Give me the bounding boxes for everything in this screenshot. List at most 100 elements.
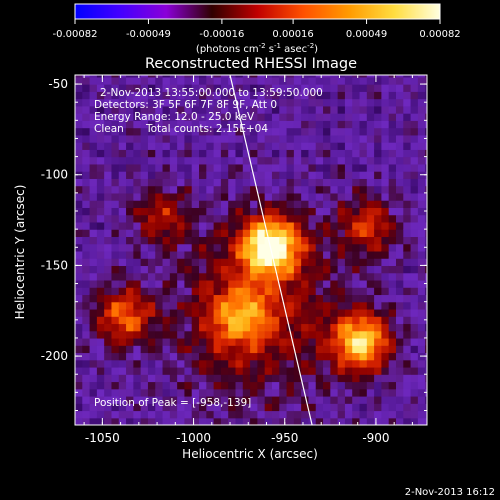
heatmap-cell [293,98,302,107]
heatmap-cell [162,156,171,165]
heatmap-cell [220,410,229,419]
heatmap-cell [220,98,229,107]
heatmap-cell [308,403,317,412]
heatmap-cell [271,149,280,158]
heatmap-cell [344,243,353,252]
heatmap-cell [279,142,288,150]
heatmap-cell [323,178,331,187]
heatmap-cell [286,301,295,310]
heatmap-cell [286,403,295,412]
heatmap-cell [301,207,310,216]
heatmap-cell [206,76,215,85]
heatmap-cell [410,381,419,390]
heatmap-cell [213,417,222,425]
heatmap-cell [286,156,295,165]
heatmap-cell [104,120,113,129]
heatmap-cell [169,258,178,267]
heatmap-cell [82,366,91,375]
heatmap-cell [271,75,280,78]
heatmap-cell [155,410,164,419]
heatmap-cell [366,410,375,419]
heatmap-cell [359,272,368,281]
heatmap-cell [199,105,207,114]
heatmap-cell [381,163,390,172]
heatmap-cell [126,388,134,397]
heatmap-cell [235,127,244,136]
heatmap-cell [220,229,229,237]
heatmap-cell [89,178,98,187]
heatmap-cell [104,272,113,281]
heatmap-cell [381,308,390,317]
heatmap-cell [395,323,404,332]
heatmap-cell [352,91,361,100]
heatmap-cell [220,113,229,121]
heatmap-cell [388,142,397,150]
heatmap-cell [381,337,390,346]
heatmap-cell [308,345,317,354]
heatmap-cell [126,214,134,223]
heatmap-cell [264,142,273,150]
heatmap-cell [140,156,149,165]
heatmap-cell [330,258,339,267]
heatmap-cell [286,98,295,107]
heatmap-cell [126,113,134,121]
heatmap-cell [147,258,156,267]
heatmap-cell [118,236,127,245]
heatmap-cell [82,287,91,296]
heatmap-cell [75,200,83,208]
heatmap-cell [155,258,164,267]
heatmap-cell [82,395,91,404]
heatmap-cell [242,403,251,412]
heatmap-cell [286,359,295,368]
heatmap-cell [206,134,215,143]
heatmap-cell [199,236,207,245]
heatmap-cell [403,76,412,85]
heatmap-cell [147,200,156,208]
heatmap-cell [366,243,375,252]
heatmap-cell [82,308,91,317]
heatmap-cell [82,214,91,223]
heatmap-cell [250,403,258,412]
heatmap-cell [191,76,200,85]
heatmap-cell [388,330,397,339]
heatmap-cell [228,352,237,361]
heatmap-cell [279,105,288,114]
heatmap-cell [417,156,426,165]
heatmap-cell [220,374,229,383]
heatmap-cell [417,330,426,339]
heatmap-cell [381,265,390,274]
heatmap-cell [410,265,419,274]
heatmap-cell [162,330,171,339]
heatmap-cell [366,374,375,383]
heatmap-cell [417,192,426,201]
heatmap-cell [330,374,339,383]
heatmap-cell [301,250,310,259]
heatmap-cell [257,272,266,281]
heatmap-cell [206,359,215,368]
heatmap-cell [352,178,361,187]
heatmap-cell [315,294,324,303]
heatmap-cell [104,229,113,237]
heatmap-cell [228,91,237,100]
heatmap-cell [82,134,91,143]
heatmap-cell [344,76,353,85]
heatmap-cell [162,359,171,368]
heatmap-cell [425,76,427,85]
heatmap-cell [140,301,149,310]
heatmap-cell [374,142,383,150]
heatmap-cell [279,185,288,194]
heatmap-cell [257,236,266,245]
heatmap-cell [403,91,412,100]
heatmap-cell [169,352,178,361]
heatmap-cell [381,113,390,121]
heatmap-cell [366,279,375,288]
heatmap-cell [330,359,339,368]
heatmap-cell [323,301,331,310]
heatmap-cell [220,359,229,368]
heatmap-cell [359,171,368,179]
heatmap-cell [403,337,412,346]
heatmap-cell [417,142,426,150]
heatmap-cell [425,250,427,259]
heatmap-cell [140,323,149,332]
heatmap-cell [279,76,288,85]
